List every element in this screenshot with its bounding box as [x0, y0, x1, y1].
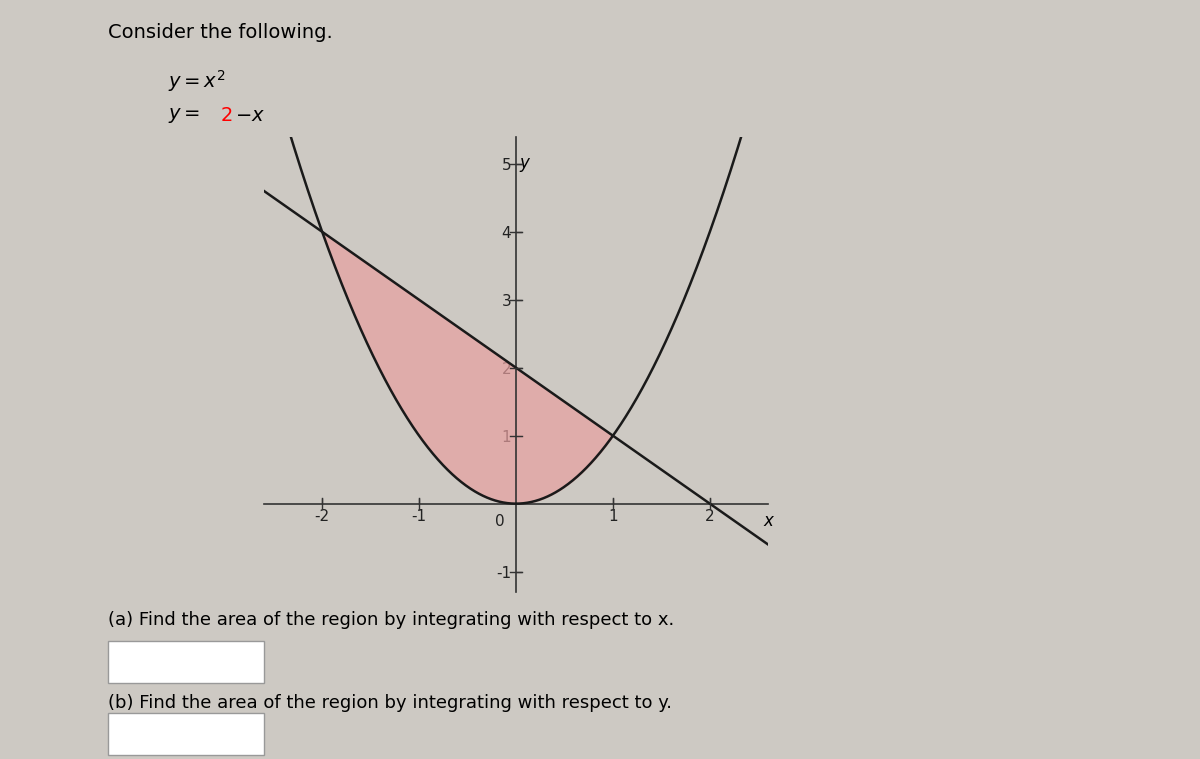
Text: $2$: $2$	[220, 106, 232, 125]
Text: Consider the following.: Consider the following.	[108, 23, 332, 42]
Text: (a) Find the area of the region by integrating with respect to x.: (a) Find the area of the region by integ…	[108, 611, 674, 629]
Text: y: y	[520, 153, 529, 172]
Text: $y = x^2$: $y = x^2$	[168, 68, 226, 94]
Text: 0: 0	[494, 514, 504, 529]
Text: $ - x$: $ - x$	[235, 106, 265, 125]
Text: (b) Find the area of the region by integrating with respect to y.: (b) Find the area of the region by integ…	[108, 694, 672, 713]
Text: $y = $: $y = $	[168, 106, 200, 125]
Text: x: x	[763, 512, 773, 530]
